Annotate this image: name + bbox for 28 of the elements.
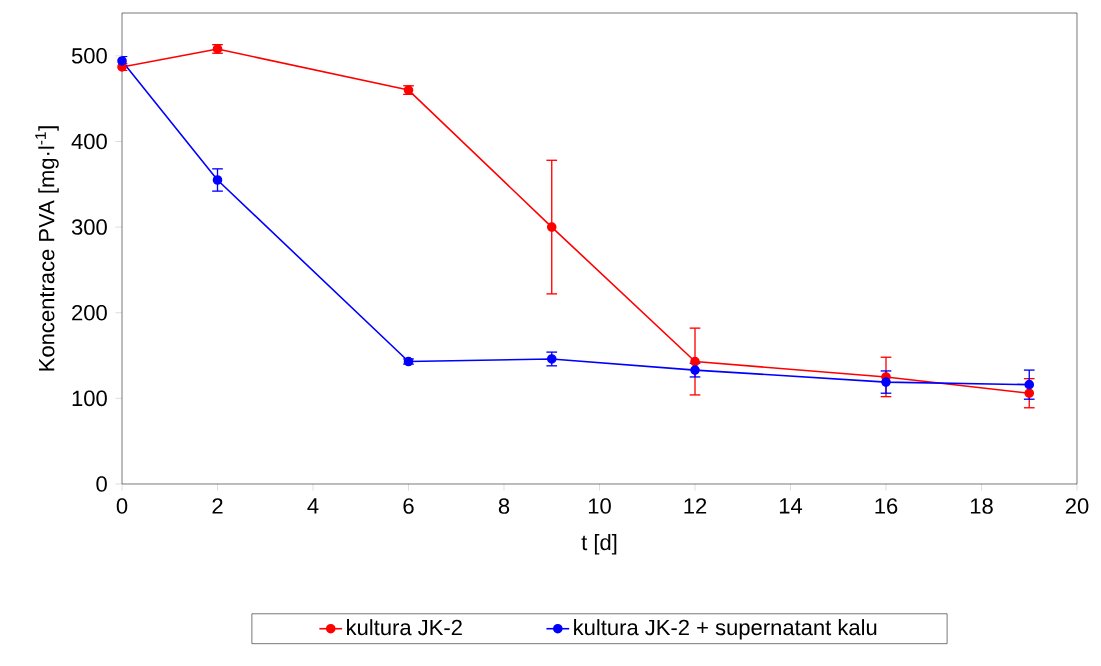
y-tick-label: 300	[71, 219, 107, 235]
x-tick-label: 2	[212, 498, 223, 514]
legend-label: kultura JK-2	[347, 619, 462, 636]
x-tick-label: 0	[116, 498, 128, 514]
x-tick-label: 18	[970, 498, 993, 514]
x-tick-label: 10	[588, 498, 611, 514]
point	[212, 175, 223, 185]
x-axis-title: t [d]	[581, 534, 617, 555]
x-tick-label: 12	[684, 498, 707, 514]
point	[881, 377, 891, 387]
point	[117, 56, 127, 66]
x-tick-label: 16	[875, 498, 898, 514]
point	[1024, 379, 1035, 390]
y-tick-label: 100	[72, 390, 107, 407]
point	[1024, 388, 1035, 399]
y-axis-title: Koncentrace PVA [mg·l$^{-1}$]	[35, 126, 59, 371]
y-tick-label: 500	[71, 48, 107, 64]
x-tick-label: 20	[1065, 498, 1089, 514]
y-tick-label: 400	[71, 133, 107, 150]
x-tick-label: 4	[307, 498, 319, 514]
y-tick-label: 0	[96, 476, 107, 492]
point	[546, 222, 557, 232]
x-tick-label: 14	[779, 498, 803, 514]
x-tick-label: 6	[403, 498, 414, 514]
x-tick-label: 8	[498, 498, 510, 514]
point	[690, 356, 700, 367]
legend-label: kultura JK-2 + supernatant kalu	[574, 619, 877, 640]
y-tick-label: 200	[72, 304, 107, 321]
